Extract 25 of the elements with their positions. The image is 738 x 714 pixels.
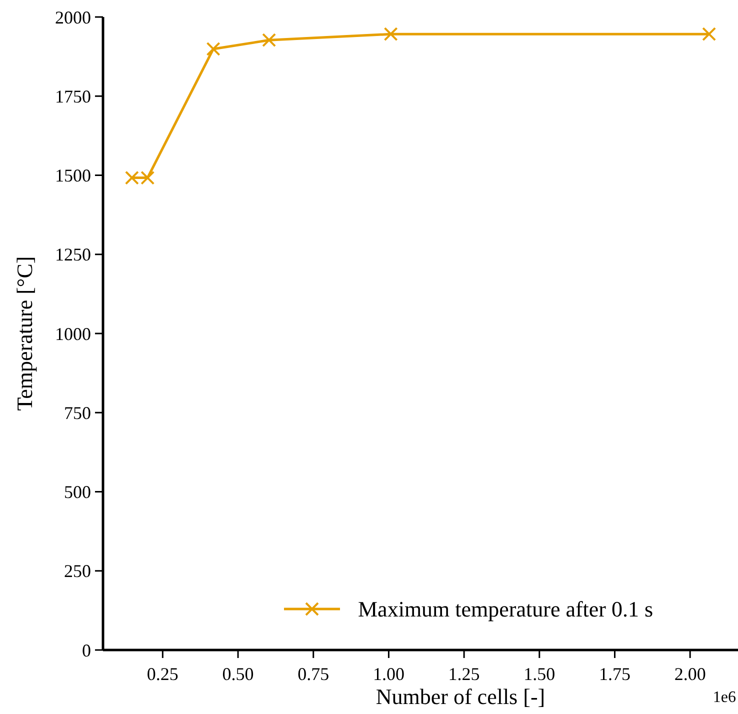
- x-tick-label: 1.50: [524, 664, 556, 684]
- point: [262, 33, 276, 48]
- y-tick-label: 0: [82, 640, 91, 660]
- y-tick-label: 1250: [55, 244, 91, 265]
- x-tick-label: 2.00: [674, 664, 706, 684]
- x-axis-title: Number of cells [-]: [376, 684, 546, 709]
- y-tick-label: 750: [64, 402, 91, 423]
- y-tick-label: 1750: [55, 86, 91, 106]
- x-tick-label: 1.75: [598, 664, 630, 684]
- point: [702, 27, 716, 42]
- x-tick-label: 0.75: [298, 664, 330, 684]
- y-axis-title: Temperature [°C]: [12, 256, 37, 411]
- y-tick-label: 2000: [55, 7, 91, 28]
- x-tick-label: 0.25: [146, 664, 178, 684]
- x-tick-label: 1.25: [448, 664, 480, 684]
- text: 1e6: [712, 689, 736, 706]
- y-tick-label: 500: [64, 482, 91, 502]
- y-tick-label: 250: [64, 561, 91, 582]
- x-tick-label: 0.50: [222, 664, 254, 684]
- legend-label: Maximum temperature after 0.1 s: [358, 596, 654, 622]
- y-tick-label: 1500: [55, 166, 91, 186]
- point: [206, 42, 220, 56]
- point: [384, 27, 398, 42]
- y-tick-label: 1000: [55, 324, 91, 344]
- x-tick-label: 1.00: [372, 664, 404, 684]
